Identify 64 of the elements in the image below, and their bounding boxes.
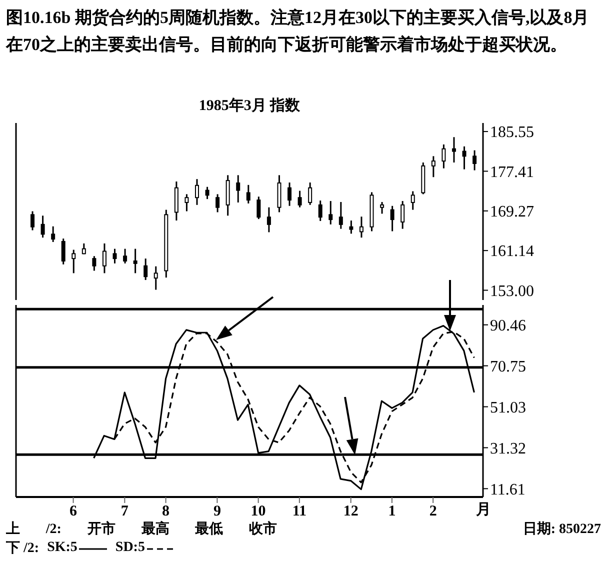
candlestick xyxy=(236,174,240,204)
text: 下 /2: xyxy=(6,540,40,557)
y-tick-label: 31.32 xyxy=(490,440,526,458)
candlestick xyxy=(246,184,250,204)
y-tick-label: 177.41 xyxy=(490,164,534,181)
text: 日期: 850227 xyxy=(522,520,601,538)
candlestick xyxy=(328,200,333,226)
x-tick-label: 1 xyxy=(388,504,396,520)
x-tick-label: 9 xyxy=(213,504,221,520)
candlestick xyxy=(400,200,405,230)
candlestick xyxy=(216,193,220,213)
y-tick-label: 51.03 xyxy=(490,399,526,416)
candlestick xyxy=(61,238,66,266)
x-tick-label: 10 xyxy=(250,504,266,520)
x-tick-label: 2 xyxy=(429,504,437,520)
candlestick xyxy=(102,242,106,274)
chart-title: 图10.16b 期货合约的5周随机指数。注意12月在30以下的主要买入信号,以及8月在70之上的主要卖出信号。目前的向下返折可能警示着市场处于超买状况。 xyxy=(6,7,590,56)
candlestick xyxy=(112,248,117,264)
x-tick-label: 8 xyxy=(162,504,170,520)
candlestick xyxy=(184,193,189,212)
candlestick xyxy=(144,258,148,281)
candlestick xyxy=(266,206,271,233)
candlestick xyxy=(359,216,364,238)
candlestick xyxy=(288,182,292,207)
x-tick-label: 7 xyxy=(120,504,129,520)
legend-label: SK:5 xyxy=(47,540,78,556)
candlestick xyxy=(205,186,210,200)
candlestick xyxy=(472,150,477,172)
candlestick xyxy=(462,146,466,170)
x-tick-label: 6 xyxy=(70,504,78,520)
candlestick xyxy=(298,190,302,208)
y-tick-label: 169.27 xyxy=(490,204,534,221)
candlestick xyxy=(410,190,415,211)
y-tick-label: 161.14 xyxy=(490,243,534,260)
candlestick xyxy=(123,248,128,264)
y-tick-label: 70.75 xyxy=(490,358,526,376)
candlestick xyxy=(380,201,384,214)
candlestick xyxy=(338,201,343,230)
x-tick-label: 11 xyxy=(292,504,307,520)
candlestick xyxy=(442,144,446,170)
candlestick xyxy=(40,214,45,238)
y-tick-label: 11.61 xyxy=(490,481,526,498)
candlestick xyxy=(308,182,312,206)
candlestick xyxy=(30,210,35,232)
candlestick xyxy=(92,255,96,272)
y-tick-label: 153.00 xyxy=(490,282,534,300)
x-axis-title: 月 xyxy=(476,501,491,519)
candlestick xyxy=(133,248,138,274)
y-tick-label: 185.55 xyxy=(490,124,534,142)
candlestick xyxy=(72,249,76,274)
candlestick xyxy=(431,155,436,178)
chart-subtitle: 1985年3月 指数 xyxy=(198,96,302,115)
legend-label: SD:5 xyxy=(115,540,145,556)
candlestick xyxy=(154,266,158,291)
candlestick xyxy=(390,205,394,232)
candlestick xyxy=(194,178,199,206)
candlestick xyxy=(256,196,261,220)
candlestick xyxy=(349,220,354,234)
candlestick xyxy=(51,226,56,243)
x-tick-label: 12 xyxy=(343,504,358,520)
candlestick xyxy=(318,200,322,222)
text: 上 /2: 开市 最高 最低 收市 xyxy=(6,520,278,538)
y-tick-label: 90.46 xyxy=(490,318,526,335)
candlestick xyxy=(452,136,456,164)
